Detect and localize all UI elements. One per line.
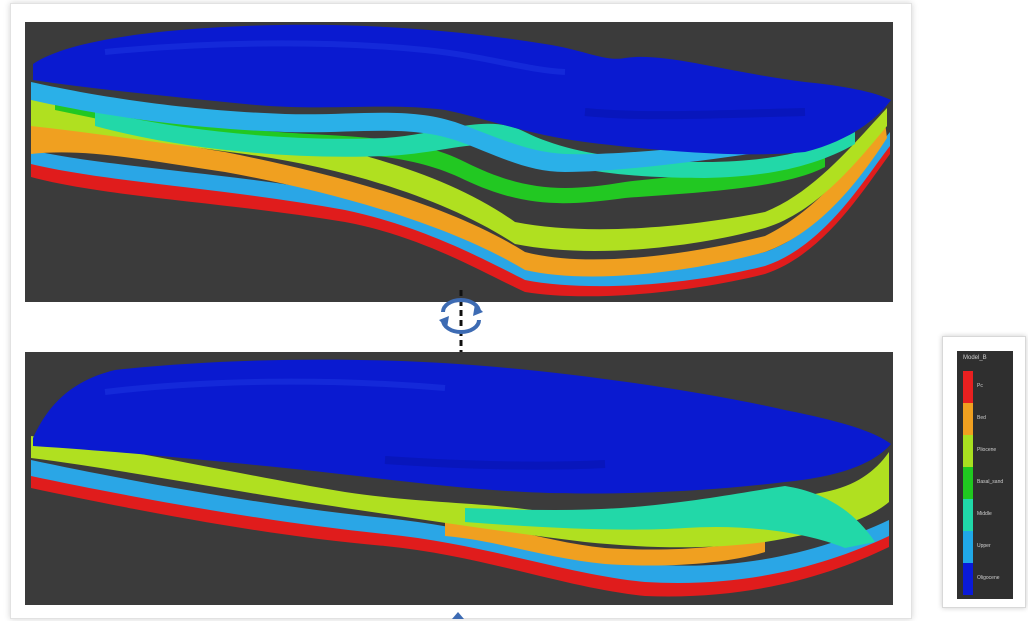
legend-label: Bed bbox=[977, 415, 986, 421]
legend-body: Model_B Pc Bed Pliocene Basal_sand Middle Upp… bbox=[957, 351, 1013, 599]
layer-orange bbox=[445, 520, 765, 566]
legend-swatch bbox=[963, 531, 973, 563]
legend-label: Middle bbox=[977, 511, 992, 517]
legend-label: Oligocene bbox=[977, 575, 1000, 581]
legend-swatch bbox=[963, 371, 973, 403]
legend-swatch bbox=[963, 403, 973, 435]
legend-label: Upper bbox=[977, 543, 991, 549]
layer-top-surface bbox=[33, 24, 891, 155]
legend-swatch bbox=[963, 499, 973, 531]
legend-label: Pliocene bbox=[977, 447, 997, 453]
caret-marker bbox=[452, 612, 464, 619]
legend-panel: Model_B Pc Bed Pliocene Basal_sand Middle Upp… bbox=[942, 336, 1026, 608]
legend-label: Pc bbox=[977, 383, 983, 389]
legend-swatch bbox=[963, 435, 973, 467]
layer-teal bbox=[465, 486, 875, 548]
legend-label: Basal_sand bbox=[977, 479, 1004, 485]
bottom-3d-view[interactable] bbox=[25, 352, 893, 605]
figure-frame bbox=[10, 3, 912, 619]
top-3d-view[interactable] bbox=[25, 22, 893, 302]
legend-swatch bbox=[963, 563, 973, 595]
layer-top-surface bbox=[33, 359, 891, 494]
rotate-icon[interactable] bbox=[429, 290, 493, 356]
legend-title: Model_B bbox=[963, 355, 987, 361]
layer-light-blue bbox=[31, 82, 805, 172]
legend-swatch bbox=[963, 467, 973, 499]
